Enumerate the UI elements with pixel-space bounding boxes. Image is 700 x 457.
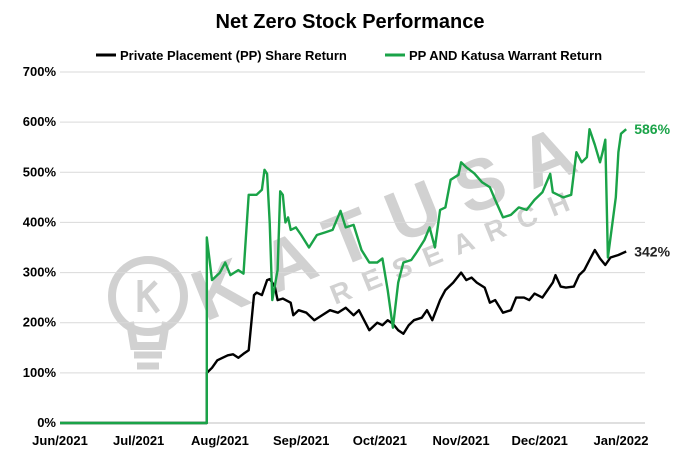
- x-tick-label: Oct/2021: [353, 433, 407, 448]
- y-tick-label: 300%: [23, 265, 57, 280]
- y-tick-label: 500%: [23, 164, 57, 179]
- end-labels: 342% 586%: [634, 121, 670, 259]
- end-label-1: 586%: [634, 121, 670, 137]
- chart-title: Net Zero Stock Performance: [216, 11, 485, 33]
- y-tick-label: 400%: [23, 214, 57, 229]
- legend-label-warrant: PP AND Katusa Warrant Return: [409, 48, 602, 63]
- y-tick-label: 100%: [23, 365, 57, 380]
- x-axis: Jun/2021 Jul/2021 Aug/2021 Sep/2021 Oct/2021…: [32, 433, 648, 448]
- series-line-1: [60, 127, 627, 425]
- x-tick-label: Jan/2022: [594, 433, 649, 448]
- series-line-0: [60, 248, 627, 425]
- legend-label-pp: Private Placement (PP) Share Return: [120, 48, 347, 63]
- x-tick-label: Jun/2021: [32, 433, 88, 448]
- x-tick-label: Jul/2021: [113, 433, 164, 448]
- y-tick-label: 700%: [23, 64, 57, 79]
- x-tick-label: Nov/2021: [433, 433, 490, 448]
- end-label-0: 342%: [634, 244, 670, 260]
- y-tick-label: 200%: [23, 315, 57, 330]
- x-tick-label: Dec/2021: [512, 433, 568, 448]
- lightbulb-logo-icon: [108, 256, 188, 370]
- y-tick-label: 600%: [23, 114, 57, 129]
- y-axis: 0% 100% 200% 300% 400% 500% 600% 700%: [23, 64, 57, 430]
- legend: Private Placement (PP) Share Return PP A…: [96, 48, 602, 63]
- series-lines: [60, 127, 627, 425]
- x-tick-label: Sep/2021: [273, 433, 329, 448]
- x-tick-label: Aug/2021: [191, 433, 249, 448]
- y-tick-label: 0%: [37, 415, 56, 430]
